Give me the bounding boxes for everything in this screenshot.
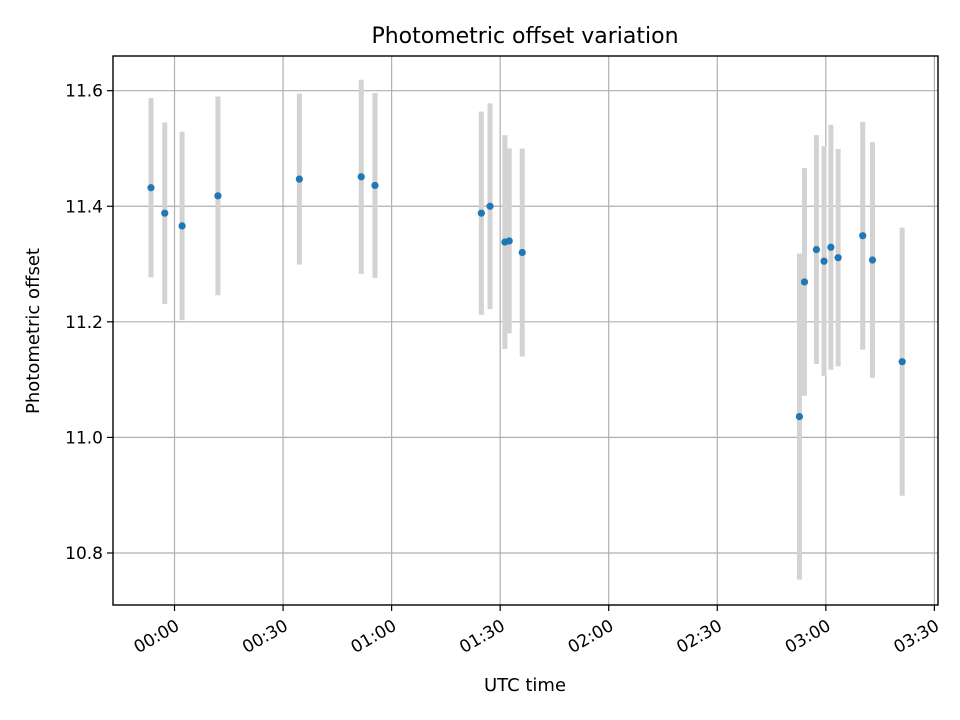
y-tick-label: 11.6 bbox=[65, 82, 103, 102]
y-axis-label: Photometric offset bbox=[23, 248, 44, 414]
data-point bbox=[827, 243, 835, 251]
plot-frame bbox=[112, 55, 939, 606]
data-point bbox=[371, 181, 379, 190]
data-point bbox=[357, 173, 365, 181]
x-tick-label: 01:30 bbox=[456, 616, 508, 658]
data-point bbox=[477, 209, 485, 217]
data-point bbox=[486, 202, 494, 210]
data-point bbox=[505, 237, 513, 245]
x-tick-label: 03:30 bbox=[890, 616, 942, 658]
data-point bbox=[820, 257, 828, 265]
data-point bbox=[868, 256, 877, 264]
x-tick-label: 02:30 bbox=[673, 616, 725, 658]
x-tick-label: 01:00 bbox=[348, 616, 400, 658]
error-bars bbox=[148, 79, 905, 580]
data-point bbox=[834, 254, 842, 262]
x-tick-label: 00:30 bbox=[239, 616, 291, 658]
data-point bbox=[214, 192, 222, 200]
data-point bbox=[295, 175, 303, 183]
x-tick-label: 03:00 bbox=[782, 616, 834, 658]
y-tick-label: 11.2 bbox=[65, 313, 103, 333]
y-tick-label: 10.8 bbox=[65, 544, 103, 564]
y-tick-label: 11.0 bbox=[65, 428, 103, 448]
data-points bbox=[147, 173, 906, 421]
data-point bbox=[518, 248, 526, 257]
data-point bbox=[859, 232, 867, 240]
chart-title: Photometric offset variation bbox=[371, 24, 678, 49]
x-tick-label: 00:00 bbox=[131, 616, 183, 658]
data-point bbox=[898, 358, 906, 366]
data-point bbox=[795, 413, 804, 421]
x-tick-label: 02:00 bbox=[565, 616, 617, 658]
data-point bbox=[812, 245, 821, 254]
x-axis-label: UTC time bbox=[484, 675, 566, 696]
data-point bbox=[161, 209, 169, 217]
data-point bbox=[147, 184, 155, 192]
data-point bbox=[178, 222, 186, 230]
y-tick-label: 11.4 bbox=[65, 197, 103, 217]
data-point bbox=[800, 278, 809, 286]
